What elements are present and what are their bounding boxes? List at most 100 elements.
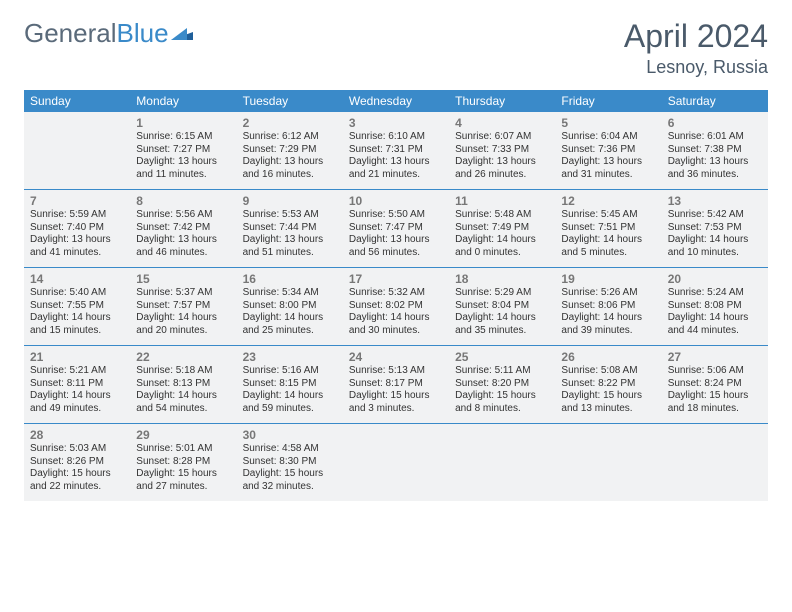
day-number: 7	[30, 194, 123, 208]
dow-tue: Tuesday	[237, 90, 343, 112]
daylight-text: Daylight: 14 hours and 0 minutes.	[455, 234, 548, 259]
daylight-text: Daylight: 14 hours and 5 minutes.	[561, 234, 654, 259]
daylight-text: Daylight: 13 hours and 16 minutes.	[243, 156, 336, 181]
day-cell: 6Sunrise: 6:01 AMSunset: 7:38 PMDaylight…	[662, 112, 768, 189]
sunset-text: Sunset: 8:26 PM	[30, 456, 123, 469]
sunrise-text: Sunrise: 5:08 AM	[561, 365, 654, 378]
day-cell: 20Sunrise: 5:24 AMSunset: 8:08 PMDayligh…	[662, 268, 768, 345]
daylight-text: Daylight: 15 hours and 18 minutes.	[668, 390, 761, 415]
empty-cell	[343, 424, 449, 501]
day-number: 24	[349, 350, 442, 364]
sunset-text: Sunset: 7:57 PM	[136, 300, 229, 313]
sunrise-text: Sunrise: 5:59 AM	[30, 209, 123, 222]
day-number: 6	[668, 116, 761, 130]
sunset-text: Sunset: 8:13 PM	[136, 378, 229, 391]
day-number: 12	[561, 194, 654, 208]
daylight-text: Daylight: 13 hours and 21 minutes.	[349, 156, 442, 181]
day-number: 19	[561, 272, 654, 286]
day-cell: 11Sunrise: 5:48 AMSunset: 7:49 PMDayligh…	[449, 190, 555, 267]
day-cell: 13Sunrise: 5:42 AMSunset: 7:53 PMDayligh…	[662, 190, 768, 267]
sunset-text: Sunset: 8:02 PM	[349, 300, 442, 313]
sunset-text: Sunset: 7:29 PM	[243, 144, 336, 157]
sunset-text: Sunset: 8:20 PM	[455, 378, 548, 391]
day-number: 5	[561, 116, 654, 130]
day-cell: 22Sunrise: 5:18 AMSunset: 8:13 PMDayligh…	[130, 346, 236, 423]
sunrise-text: Sunrise: 5:40 AM	[30, 287, 123, 300]
daylight-text: Daylight: 14 hours and 25 minutes.	[243, 312, 336, 337]
empty-cell	[662, 424, 768, 501]
location-label: Lesnoy, Russia	[624, 57, 768, 78]
sunrise-text: Sunrise: 5:21 AM	[30, 365, 123, 378]
brand-logo: GeneralBlue	[24, 18, 193, 49]
sunrise-text: Sunrise: 5:53 AM	[243, 209, 336, 222]
daylight-text: Daylight: 15 hours and 27 minutes.	[136, 468, 229, 493]
brand-part2: Blue	[117, 18, 169, 49]
day-cell: 8Sunrise: 5:56 AMSunset: 7:42 PMDaylight…	[130, 190, 236, 267]
day-cell: 16Sunrise: 5:34 AMSunset: 8:00 PMDayligh…	[237, 268, 343, 345]
sunrise-text: Sunrise: 5:26 AM	[561, 287, 654, 300]
sunset-text: Sunset: 7:36 PM	[561, 144, 654, 157]
day-number: 4	[455, 116, 548, 130]
dow-thu: Thursday	[449, 90, 555, 112]
daylight-text: Daylight: 14 hours and 15 minutes.	[30, 312, 123, 337]
daylight-text: Daylight: 14 hours and 44 minutes.	[668, 312, 761, 337]
day-number: 13	[668, 194, 761, 208]
daylight-text: Daylight: 13 hours and 56 minutes.	[349, 234, 442, 259]
day-cell: 30Sunrise: 4:58 AMSunset: 8:30 PMDayligh…	[237, 424, 343, 501]
sunrise-text: Sunrise: 5:42 AM	[668, 209, 761, 222]
sunset-text: Sunset: 7:44 PM	[243, 222, 336, 235]
sunrise-text: Sunrise: 5:13 AM	[349, 365, 442, 378]
sunset-text: Sunset: 7:53 PM	[668, 222, 761, 235]
day-cell: 1Sunrise: 6:15 AMSunset: 7:27 PMDaylight…	[130, 112, 236, 189]
day-cell: 27Sunrise: 5:06 AMSunset: 8:24 PMDayligh…	[662, 346, 768, 423]
week-row: 21Sunrise: 5:21 AMSunset: 8:11 PMDayligh…	[24, 345, 768, 423]
sunrise-text: Sunrise: 5:11 AM	[455, 365, 548, 378]
day-number: 18	[455, 272, 548, 286]
brand-part1: General	[24, 18, 117, 49]
sunrise-text: Sunrise: 6:04 AM	[561, 131, 654, 144]
sunset-text: Sunset: 8:04 PM	[455, 300, 548, 313]
daylight-text: Daylight: 13 hours and 31 minutes.	[561, 156, 654, 181]
sunset-text: Sunset: 8:11 PM	[30, 378, 123, 391]
sunset-text: Sunset: 7:27 PM	[136, 144, 229, 157]
sunset-text: Sunset: 8:22 PM	[561, 378, 654, 391]
daylight-text: Daylight: 13 hours and 36 minutes.	[668, 156, 761, 181]
sunset-text: Sunset: 8:24 PM	[668, 378, 761, 391]
sunrise-text: Sunrise: 5:24 AM	[668, 287, 761, 300]
daylight-text: Daylight: 13 hours and 51 minutes.	[243, 234, 336, 259]
month-title: April 2024	[624, 18, 768, 55]
sunrise-text: Sunrise: 6:12 AM	[243, 131, 336, 144]
week-row: 28Sunrise: 5:03 AMSunset: 8:26 PMDayligh…	[24, 423, 768, 501]
daylight-text: Daylight: 14 hours and 59 minutes.	[243, 390, 336, 415]
day-cell: 23Sunrise: 5:16 AMSunset: 8:15 PMDayligh…	[237, 346, 343, 423]
sunset-text: Sunset: 7:47 PM	[349, 222, 442, 235]
sunset-text: Sunset: 7:31 PM	[349, 144, 442, 157]
day-number: 3	[349, 116, 442, 130]
sunset-text: Sunset: 7:55 PM	[30, 300, 123, 313]
flag-icon	[171, 16, 193, 47]
daylight-text: Daylight: 14 hours and 10 minutes.	[668, 234, 761, 259]
day-cell: 2Sunrise: 6:12 AMSunset: 7:29 PMDaylight…	[237, 112, 343, 189]
day-cell: 18Sunrise: 5:29 AMSunset: 8:04 PMDayligh…	[449, 268, 555, 345]
day-number: 1	[136, 116, 229, 130]
week-row: 14Sunrise: 5:40 AMSunset: 7:55 PMDayligh…	[24, 267, 768, 345]
sunrise-text: Sunrise: 5:45 AM	[561, 209, 654, 222]
day-number: 22	[136, 350, 229, 364]
daylight-text: Daylight: 15 hours and 32 minutes.	[243, 468, 336, 493]
daylight-text: Daylight: 15 hours and 13 minutes.	[561, 390, 654, 415]
sunrise-text: Sunrise: 6:07 AM	[455, 131, 548, 144]
dow-sat: Saturday	[662, 90, 768, 112]
sunrise-text: Sunrise: 6:15 AM	[136, 131, 229, 144]
sunrise-text: Sunrise: 5:29 AM	[455, 287, 548, 300]
daylight-text: Daylight: 13 hours and 11 minutes.	[136, 156, 229, 181]
day-number: 23	[243, 350, 336, 364]
daylight-text: Daylight: 15 hours and 8 minutes.	[455, 390, 548, 415]
day-number: 28	[30, 428, 123, 442]
day-cell: 3Sunrise: 6:10 AMSunset: 7:31 PMDaylight…	[343, 112, 449, 189]
page-header: GeneralBlue April 2024 Lesnoy, Russia	[24, 18, 768, 78]
sunset-text: Sunset: 7:40 PM	[30, 222, 123, 235]
sunrise-text: Sunrise: 6:01 AM	[668, 131, 761, 144]
day-number: 17	[349, 272, 442, 286]
day-number: 29	[136, 428, 229, 442]
dow-wed: Wednesday	[343, 90, 449, 112]
